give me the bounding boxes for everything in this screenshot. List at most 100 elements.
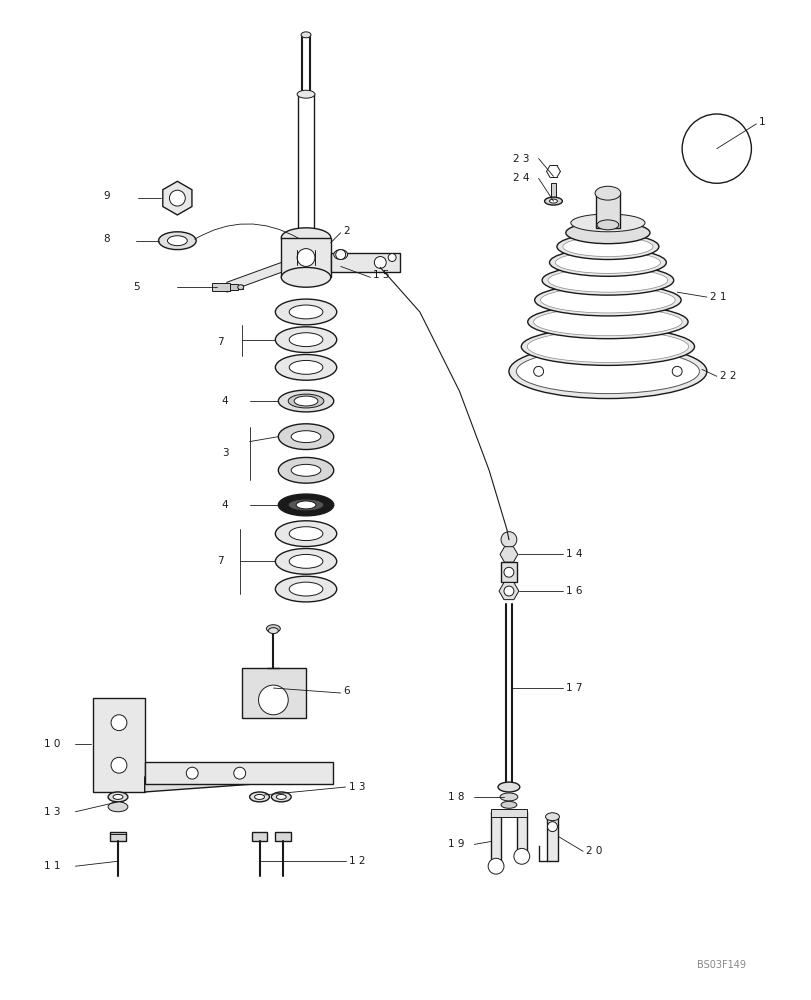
Bar bbox=[517, 812, 526, 856]
Circle shape bbox=[672, 366, 681, 376]
Ellipse shape bbox=[278, 424, 333, 450]
Text: 1 1: 1 1 bbox=[44, 861, 60, 871]
Ellipse shape bbox=[297, 90, 315, 98]
Text: 1 7: 1 7 bbox=[565, 683, 582, 693]
Bar bbox=[144, 762, 333, 784]
Ellipse shape bbox=[296, 501, 315, 509]
Bar bbox=[491, 809, 526, 817]
Text: BS03F149: BS03F149 bbox=[696, 960, 745, 970]
Text: 7: 7 bbox=[217, 556, 223, 566]
Circle shape bbox=[504, 567, 513, 577]
Ellipse shape bbox=[549, 249, 666, 276]
Circle shape bbox=[487, 858, 504, 874]
Ellipse shape bbox=[596, 220, 618, 230]
Ellipse shape bbox=[275, 327, 337, 353]
Ellipse shape bbox=[275, 548, 337, 574]
Ellipse shape bbox=[500, 801, 517, 808]
Circle shape bbox=[169, 190, 185, 206]
Text: 1 2: 1 2 bbox=[348, 856, 365, 866]
Text: 1 4: 1 4 bbox=[565, 549, 582, 559]
Ellipse shape bbox=[544, 197, 562, 205]
Bar bbox=[546, 817, 558, 861]
Text: 2 3: 2 3 bbox=[513, 154, 529, 164]
Ellipse shape bbox=[500, 793, 517, 801]
Ellipse shape bbox=[547, 268, 667, 292]
Circle shape bbox=[547, 822, 556, 832]
Ellipse shape bbox=[288, 394, 324, 408]
Polygon shape bbox=[499, 582, 518, 600]
Ellipse shape bbox=[266, 625, 280, 633]
Ellipse shape bbox=[289, 360, 323, 374]
Text: 2 4: 2 4 bbox=[513, 173, 529, 183]
Text: 2 1: 2 1 bbox=[709, 292, 726, 302]
Circle shape bbox=[335, 250, 345, 259]
Circle shape bbox=[186, 767, 198, 779]
Ellipse shape bbox=[289, 527, 323, 541]
Ellipse shape bbox=[516, 349, 698, 394]
Ellipse shape bbox=[289, 554, 323, 568]
Ellipse shape bbox=[276, 794, 286, 799]
Ellipse shape bbox=[278, 390, 333, 412]
Polygon shape bbox=[162, 181, 191, 215]
Circle shape bbox=[258, 685, 288, 715]
Text: 8: 8 bbox=[103, 234, 109, 244]
Ellipse shape bbox=[556, 234, 658, 259]
Ellipse shape bbox=[288, 499, 324, 511]
Bar bbox=[212, 283, 230, 291]
Circle shape bbox=[533, 366, 543, 376]
Ellipse shape bbox=[555, 252, 659, 273]
Text: 7: 7 bbox=[217, 337, 223, 347]
Ellipse shape bbox=[533, 308, 681, 336]
Ellipse shape bbox=[249, 792, 269, 802]
Ellipse shape bbox=[291, 431, 320, 443]
Ellipse shape bbox=[167, 236, 187, 246]
Ellipse shape bbox=[549, 199, 556, 203]
Ellipse shape bbox=[289, 582, 323, 596]
Ellipse shape bbox=[281, 228, 330, 248]
Ellipse shape bbox=[281, 267, 330, 287]
Ellipse shape bbox=[545, 813, 559, 821]
Text: 1: 1 bbox=[757, 117, 764, 127]
Ellipse shape bbox=[497, 782, 519, 792]
Bar bbox=[230, 284, 238, 290]
Ellipse shape bbox=[275, 576, 337, 602]
Ellipse shape bbox=[289, 305, 323, 319]
Ellipse shape bbox=[540, 287, 675, 313]
Ellipse shape bbox=[565, 222, 649, 244]
Bar bbox=[330, 253, 400, 272]
Text: 2 0: 2 0 bbox=[586, 846, 602, 856]
Text: 6: 6 bbox=[343, 686, 350, 696]
Text: 1 5: 1 5 bbox=[373, 270, 389, 280]
Ellipse shape bbox=[521, 328, 693, 365]
Ellipse shape bbox=[278, 494, 333, 516]
Text: 1 3: 1 3 bbox=[44, 807, 60, 817]
Ellipse shape bbox=[294, 396, 318, 406]
Bar bbox=[595, 193, 619, 228]
Ellipse shape bbox=[158, 232, 196, 250]
Ellipse shape bbox=[255, 794, 264, 799]
Bar bbox=[110, 832, 126, 841]
Ellipse shape bbox=[275, 299, 337, 325]
Bar bbox=[275, 832, 291, 841]
Ellipse shape bbox=[271, 792, 291, 802]
Ellipse shape bbox=[278, 457, 333, 483]
Ellipse shape bbox=[527, 305, 687, 339]
Circle shape bbox=[500, 532, 517, 548]
Text: 9: 9 bbox=[103, 191, 109, 201]
Circle shape bbox=[234, 767, 246, 779]
Ellipse shape bbox=[333, 250, 347, 259]
Text: 2: 2 bbox=[343, 226, 350, 236]
Circle shape bbox=[513, 848, 529, 864]
Bar bbox=[500, 562, 517, 582]
Text: 3: 3 bbox=[221, 448, 228, 458]
Ellipse shape bbox=[542, 265, 673, 295]
Circle shape bbox=[504, 586, 513, 596]
Polygon shape bbox=[226, 262, 281, 292]
Text: 1 0: 1 0 bbox=[44, 739, 60, 749]
Ellipse shape bbox=[291, 464, 320, 476]
Bar bbox=[491, 812, 500, 866]
Ellipse shape bbox=[297, 249, 315, 266]
Circle shape bbox=[111, 715, 127, 731]
Text: 1 9: 1 9 bbox=[447, 839, 464, 849]
Text: 1 6: 1 6 bbox=[565, 586, 582, 596]
